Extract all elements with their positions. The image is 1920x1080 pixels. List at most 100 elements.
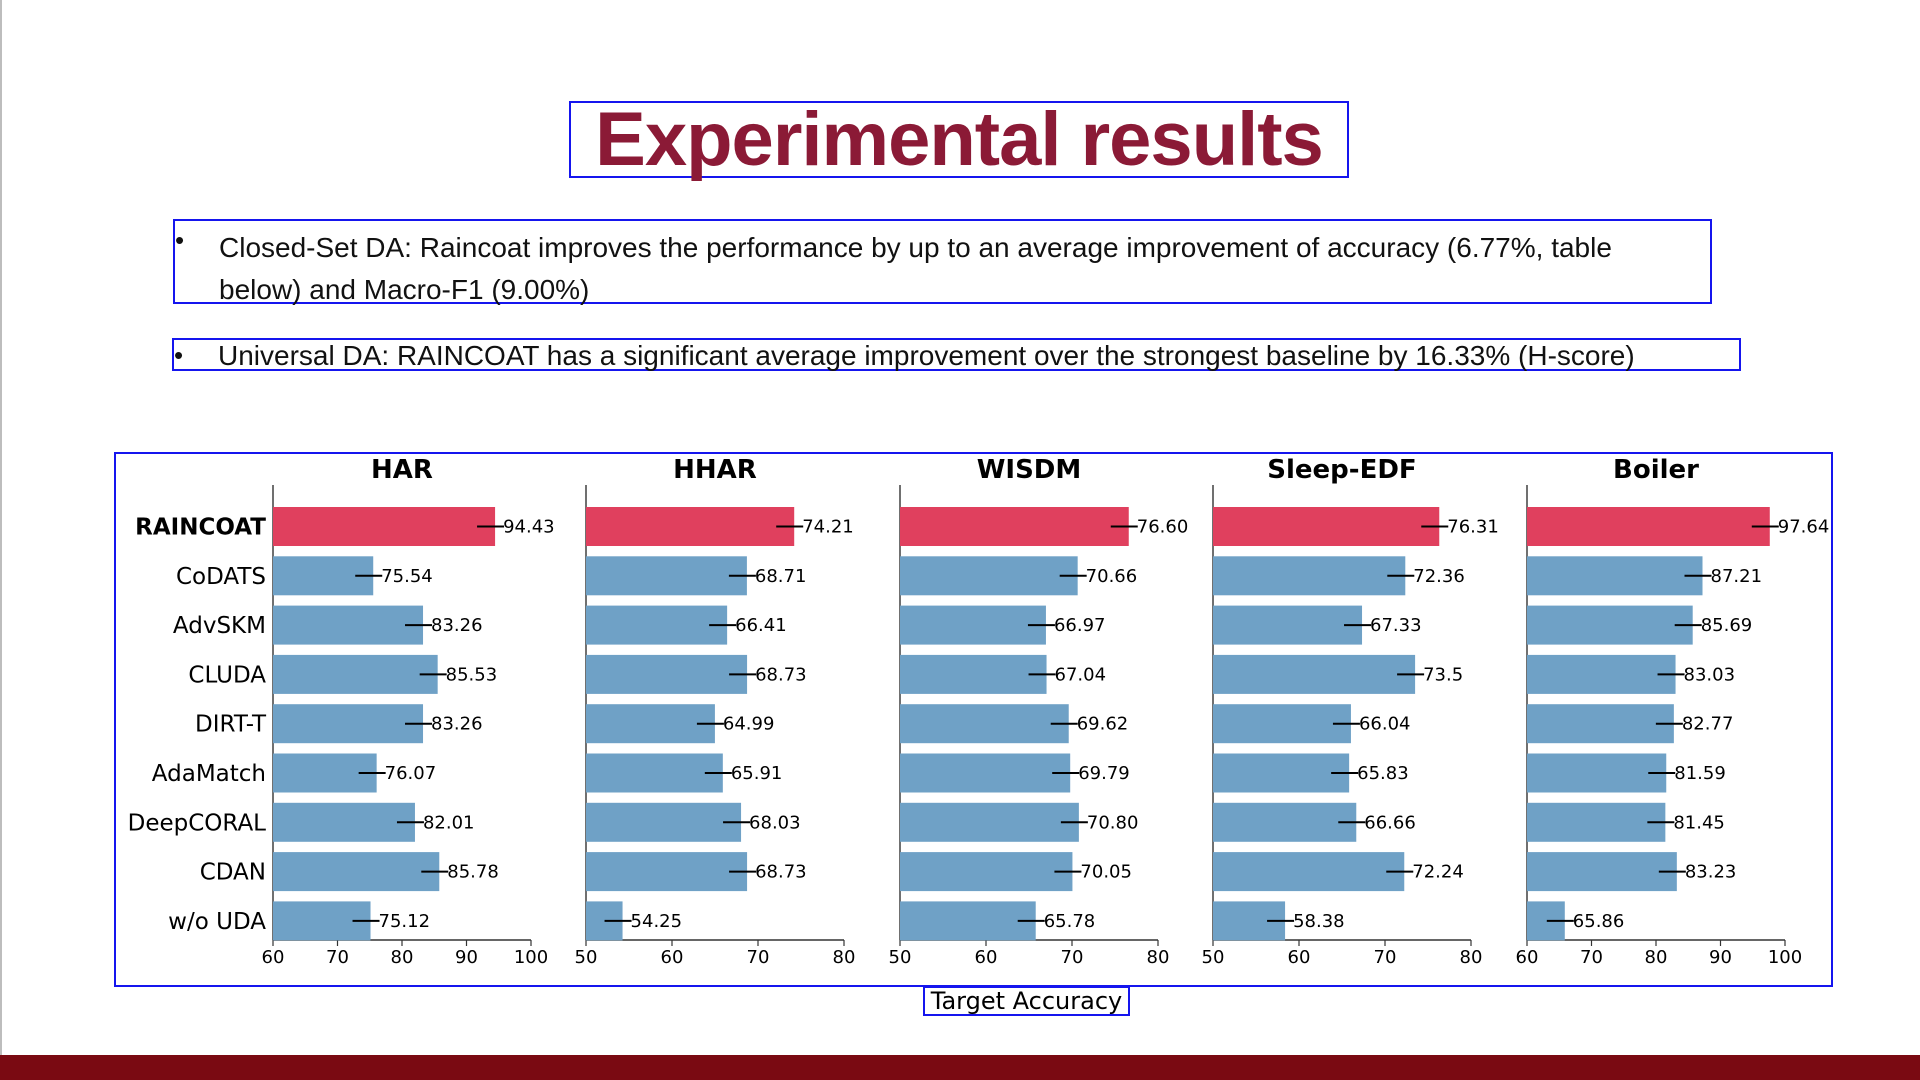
- bullet-universal: • Universal DA: RAINCOAT has a significa…: [172, 338, 1741, 371]
- bar: [1213, 605, 1363, 645]
- bar: [273, 802, 415, 842]
- title-frame: Experimental results: [569, 101, 1349, 178]
- bar: [900, 852, 1073, 892]
- x-tick-label: 60: [262, 947, 285, 968]
- bullet-text-line2: below) and Macro-F1 (9.00%): [219, 274, 590, 305]
- bar: [1213, 654, 1416, 694]
- x-tick-label: 50: [889, 947, 912, 968]
- data-label: 68.03: [749, 812, 801, 833]
- data-label: 69.62: [1077, 714, 1129, 735]
- category-label: AdvSKM: [173, 613, 266, 639]
- data-label: 76.60: [1137, 517, 1189, 538]
- bar: [273, 704, 424, 744]
- data-label: 66.04: [1359, 714, 1411, 735]
- category-label: w/o UDA: [168, 909, 266, 935]
- page-title: Experimental results: [595, 96, 1324, 182]
- bar: [273, 605, 424, 645]
- data-label: 85.53: [446, 664, 498, 685]
- x-tick-label: 80: [833, 947, 856, 968]
- data-label: 66.66: [1364, 812, 1416, 833]
- bar: [1213, 507, 1440, 546]
- x-tick-label: 90: [455, 947, 478, 968]
- bar: [273, 507, 496, 546]
- bar: [900, 802, 1079, 842]
- x-tick-label: 80: [1147, 947, 1170, 968]
- data-label: 81.59: [1674, 763, 1726, 784]
- bar: [900, 753, 1071, 793]
- x-tick-label: 50: [575, 947, 598, 968]
- data-label: 69.79: [1078, 763, 1130, 784]
- chart-frame: RAINCOAT CoDATS AdvSKM CLUDA DIRT-T AdaMatch D…: [114, 452, 1833, 987]
- bullet-dot: •: [175, 225, 185, 255]
- category-label: CLUDA: [188, 662, 266, 688]
- data-label: 70.80: [1087, 812, 1139, 833]
- data-label: 75.12: [379, 911, 431, 932]
- bar: [586, 556, 747, 596]
- x-tick-label: 60: [1516, 947, 1539, 968]
- x-tick-label: 60: [975, 947, 998, 968]
- data-label: 72.36: [1413, 566, 1465, 587]
- category-label: CoDATS: [176, 564, 266, 590]
- data-label: 70.66: [1086, 566, 1138, 587]
- panel-title: HHAR: [673, 455, 757, 485]
- bar: [586, 753, 723, 793]
- data-label: 85.69: [1701, 615, 1753, 636]
- x-tick-label: 60: [661, 947, 684, 968]
- category-label: RAINCOAT: [135, 515, 266, 541]
- data-label: 83.03: [1684, 664, 1736, 685]
- bar: [900, 605, 1046, 645]
- bar: [1213, 852, 1405, 892]
- bar: [1213, 753, 1350, 793]
- bar: [900, 901, 1036, 941]
- panel-title: Boiler: [1613, 455, 1699, 485]
- bar: [900, 507, 1129, 546]
- data-label: 97.64: [1778, 517, 1830, 538]
- data-label: 72.24: [1412, 862, 1464, 883]
- category-label: AdaMatch: [152, 761, 266, 787]
- bar: [586, 852, 748, 892]
- data-label: 82.77: [1682, 714, 1734, 735]
- x-tick-label: 70: [1374, 947, 1397, 968]
- bar: [900, 704, 1069, 744]
- data-label: 74.21: [802, 517, 854, 538]
- slide-edge: [0, 0, 2, 1055]
- bar: [1527, 704, 1674, 744]
- bullet-text: Universal DA: RAINCOAT has a significant…: [218, 340, 1635, 371]
- panel-title: HAR: [371, 455, 433, 485]
- bar: [900, 556, 1078, 596]
- x-tick-label: 80: [1645, 947, 1668, 968]
- bar: [273, 654, 438, 694]
- bar: [1213, 556, 1406, 596]
- data-label: 68.71: [755, 566, 807, 587]
- data-label: 83.26: [431, 714, 483, 735]
- data-label: 82.01: [423, 812, 475, 833]
- bullet-dot: •: [174, 340, 184, 370]
- x-tick-label: 50: [1202, 947, 1225, 968]
- data-label: 65.86: [1573, 911, 1625, 932]
- data-label: 66.41: [735, 615, 787, 636]
- x-tick-label: 70: [1061, 947, 1084, 968]
- bullet-text-line1: Closed-Set DA: Raincoat improves the per…: [219, 232, 1612, 263]
- data-label: 67.04: [1055, 664, 1107, 685]
- data-label: 66.97: [1054, 615, 1106, 636]
- bar: [1527, 556, 1703, 596]
- bar: [1527, 802, 1666, 842]
- data-label: 83.23: [1685, 862, 1737, 883]
- data-label: 68.73: [755, 664, 807, 685]
- bullet-closed-set: • Closed-Set DA: Raincoat improves the p…: [173, 219, 1712, 305]
- category-label: DIRT-T: [195, 712, 267, 738]
- bar: [1213, 704, 1351, 744]
- data-label: 65.83: [1357, 763, 1409, 784]
- bar: [1527, 605, 1693, 645]
- bar: [586, 704, 715, 744]
- bar: [900, 654, 1047, 694]
- panel-title: WISDM: [977, 455, 1082, 485]
- data-label: 94.43: [503, 517, 555, 538]
- data-label: 76.31: [1447, 517, 1499, 538]
- x-tick-label: 60: [1288, 947, 1311, 968]
- x-tick-label: 100: [514, 947, 548, 968]
- data-label: 87.21: [1711, 566, 1763, 587]
- x-tick-label: 80: [1460, 947, 1483, 968]
- data-label: 85.78: [447, 862, 499, 883]
- x-tick-label: 70: [1580, 947, 1603, 968]
